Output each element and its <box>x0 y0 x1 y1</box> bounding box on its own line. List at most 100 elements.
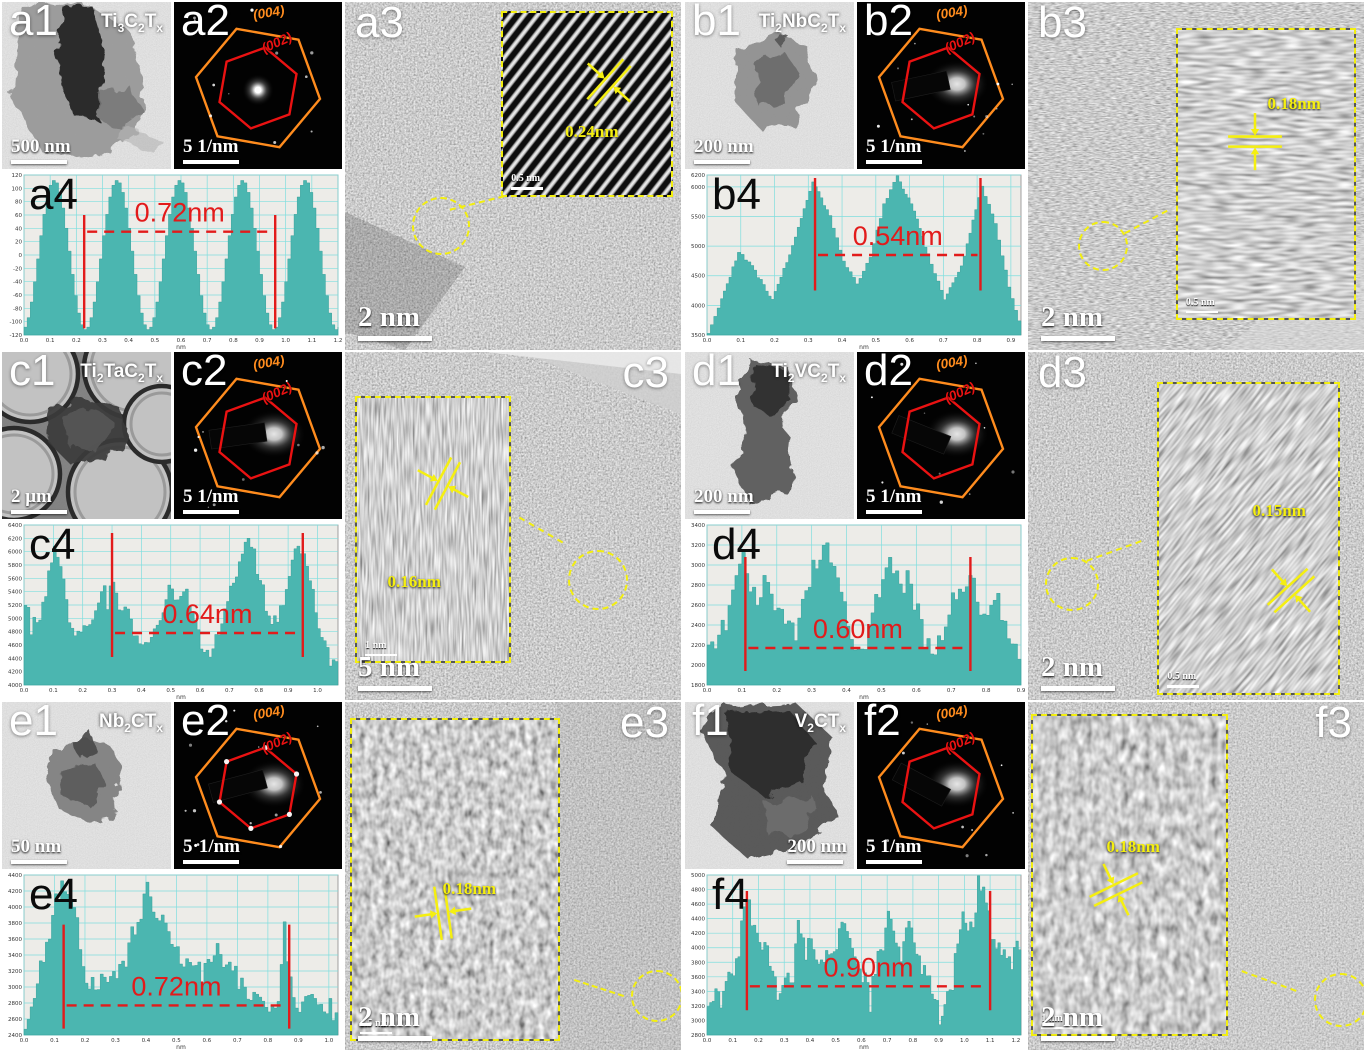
svg-text:4200: 4200 <box>8 670 22 676</box>
profile-plot-art: 0.0 0.1 0.2 0.3 0.4 0.5 0.6 0.7 0.8 0.9 1.0 6400 620… <box>8 523 339 700</box>
svg-text:0.0: 0.0 <box>703 338 712 344</box>
svg-text:0.1: 0.1 <box>728 1038 737 1044</box>
svg-text:4600: 4600 <box>691 902 705 908</box>
svg-text:0.2: 0.2 <box>772 688 781 694</box>
svg-text:0.0: 0.0 <box>703 1038 712 1044</box>
svg-text:3500: 3500 <box>691 333 705 339</box>
panel-image-row: e1 Nb2CTx 50 nm e2 (004) (002) 5·1/nm <box>2 702 342 869</box>
svg-text:0.2: 0.2 <box>770 338 779 344</box>
svg-text:2800: 2800 <box>691 583 705 589</box>
svg-text:0.5: 0.5 <box>877 688 886 694</box>
panel-label: c3 <box>622 352 669 397</box>
svg-text:-20: -20 <box>13 266 22 272</box>
svg-text:0.60nm: 0.60nm <box>813 614 903 644</box>
svg-text:0.4: 0.4 <box>142 1038 151 1044</box>
svg-text:0.6: 0.6 <box>203 1038 212 1044</box>
svg-text:nm: nm <box>859 694 869 700</box>
panel-label: e3 <box>620 702 669 747</box>
svg-text:4000: 4000 <box>8 905 22 911</box>
svg-text:0.3: 0.3 <box>111 1038 120 1044</box>
inset-scale-bar-line <box>1167 685 1200 688</box>
panel-image-row: f1 V2CTx 200 nm f2 (004) (002) 5 1/nm <box>685 702 1025 869</box>
svg-text:5800: 5800 <box>8 563 22 569</box>
svg-text:0.9: 0.9 <box>1006 338 1015 344</box>
hrtem-inset: 0.15nm 0.5 nm <box>1157 381 1341 695</box>
svg-text:2000: 2000 <box>691 663 705 669</box>
svg-text:-60: -60 <box>13 293 22 299</box>
panel-image-row: b1 Ti2NbC2Tx 200 nm b2 (004) (002) 5 1/n… <box>685 2 1025 169</box>
panel-image-row: c1 Ti2TaC2Tx 2 μm c2 (004) (002) 5 1/nm <box>2 352 342 519</box>
svg-text:-40: -40 <box>13 280 22 286</box>
svg-text:0.5: 0.5 <box>150 338 159 344</box>
lattice-spacing-label: 0.15nm <box>1252 501 1306 521</box>
tem-image: e1 Nb2CTx 50 nm <box>2 702 171 869</box>
tem-image: f1 V2CTx 200 nm <box>685 702 854 869</box>
svg-text:5000: 5000 <box>691 873 705 879</box>
svg-text:0.6: 0.6 <box>905 338 914 344</box>
svg-text:0.8: 0.8 <box>909 1038 918 1044</box>
inset-scale-bar-line <box>1041 1026 1074 1030</box>
svg-text:6000: 6000 <box>691 185 705 191</box>
intensity-profile-chart: 0.0 0.1 0.2 0.3 0.4 0.5 0.6 0.7 0.8 0.9 3400 3200 30… <box>685 520 1025 700</box>
svg-text:-120: -120 <box>10 333 23 339</box>
inset-scale-bar-text: 1 nm <box>365 639 387 651</box>
scale-bar-line <box>183 860 239 864</box>
svg-text:0.4: 0.4 <box>137 688 146 694</box>
panel-left-column: d1 Ti2VC2Tx 200 nm d2 (004) (002) 5 1/nm <box>685 352 1025 700</box>
svg-text:4600: 4600 <box>8 643 22 649</box>
panel-label: d2 <box>864 352 913 395</box>
svg-text:3800: 3800 <box>8 921 22 927</box>
svg-text:0.5: 0.5 <box>871 338 880 344</box>
svg-text:0.1: 0.1 <box>738 688 747 694</box>
scale-bar: 5 1/nm <box>866 486 922 514</box>
scale-bar-text: 5 1/nm <box>183 486 239 507</box>
tem-micrograph-art <box>2 352 171 519</box>
svg-text:0.9: 0.9 <box>284 688 293 694</box>
scale-bar-line <box>866 860 922 864</box>
profile-plot-art: 0.0 0.1 0.2 0.3 0.4 0.5 0.6 0.7 0.8 0.9 1.0 1.1 1.2 5… <box>691 873 1022 1050</box>
panel-group: f1 V2CTx 200 nm f2 (004) (002) 5 1/nm <box>685 702 1364 1050</box>
hrtem-image: c3 0.16nm 1 nm 5 <box>345 352 681 700</box>
scale-bar-text: 2 μm <box>11 486 52 507</box>
panel-group: c1 Ti2TaC2Tx 2 μm c2 (004) (002) 5 1/nm <box>2 352 681 700</box>
material-formula: Ti3C2Tx <box>101 11 163 35</box>
scale-bar: 200 nm <box>787 836 847 864</box>
scale-bar-line <box>694 510 750 514</box>
tem-micrograph-art <box>2 702 171 869</box>
svg-text:0.7: 0.7 <box>225 688 234 694</box>
panel-label: e4 <box>29 870 78 919</box>
svg-text:0.7: 0.7 <box>947 688 956 694</box>
saed-pattern: c2 (004) (002) 5 1/nm <box>174 352 342 519</box>
scale-bar: 5 1/nm <box>866 136 922 164</box>
inset-scale-bar: 0.5 nm <box>1167 666 1200 688</box>
inset-scale-bar: 0.5 nm <box>511 168 544 190</box>
roi-circle <box>1078 221 1129 272</box>
panel-left-column: f1 V2CTx 200 nm f2 (004) (002) 5 1/nm <box>685 702 1025 1050</box>
svg-text:2600: 2600 <box>691 603 705 609</box>
svg-text:0.6: 0.6 <box>177 338 186 344</box>
scale-bar-text: 50 nm <box>11 836 62 857</box>
scale-bar: 2 nm <box>1041 651 1115 691</box>
scale-bar: 2 μm <box>11 486 67 514</box>
hrtem-image: d3 0.15nm 0.5 nm <box>1028 352 1364 700</box>
panel-label: f1 <box>692 702 729 745</box>
svg-text:0.1: 0.1 <box>49 688 58 694</box>
hrtem-inset: 0.18nm 1 nm <box>1031 714 1228 1037</box>
intensity-profile-chart: 0.0 0.1 0.2 0.3 0.4 0.5 0.6 0.7 0.8 0.9 1.0 1.1 1.2 5… <box>685 870 1025 1050</box>
svg-text:0.1: 0.1 <box>736 338 745 344</box>
intensity-profile-chart: 0.0 0.1 0.2 0.3 0.4 0.5 0.6 0.7 0.8 0.9 1.0 4400 420… <box>2 870 342 1050</box>
svg-text:6200: 6200 <box>8 536 22 542</box>
svg-text:0.54nm: 0.54nm <box>853 221 943 251</box>
svg-text:4400: 4400 <box>8 873 22 879</box>
svg-text:0.7: 0.7 <box>883 1038 892 1044</box>
scale-bar: 2 nm <box>1041 301 1115 341</box>
svg-text:1.1: 1.1 <box>307 338 316 344</box>
panel-label: e2 <box>181 702 230 745</box>
panel-label: a2 <box>181 2 230 45</box>
scale-bar-line <box>358 686 432 691</box>
lattice-spacing-marker <box>417 457 470 511</box>
svg-text:0.4: 0.4 <box>806 1038 815 1044</box>
scale-bar-line <box>787 860 844 864</box>
svg-text:0.3: 0.3 <box>804 338 813 344</box>
scale-bar: 5 nm <box>358 651 432 691</box>
